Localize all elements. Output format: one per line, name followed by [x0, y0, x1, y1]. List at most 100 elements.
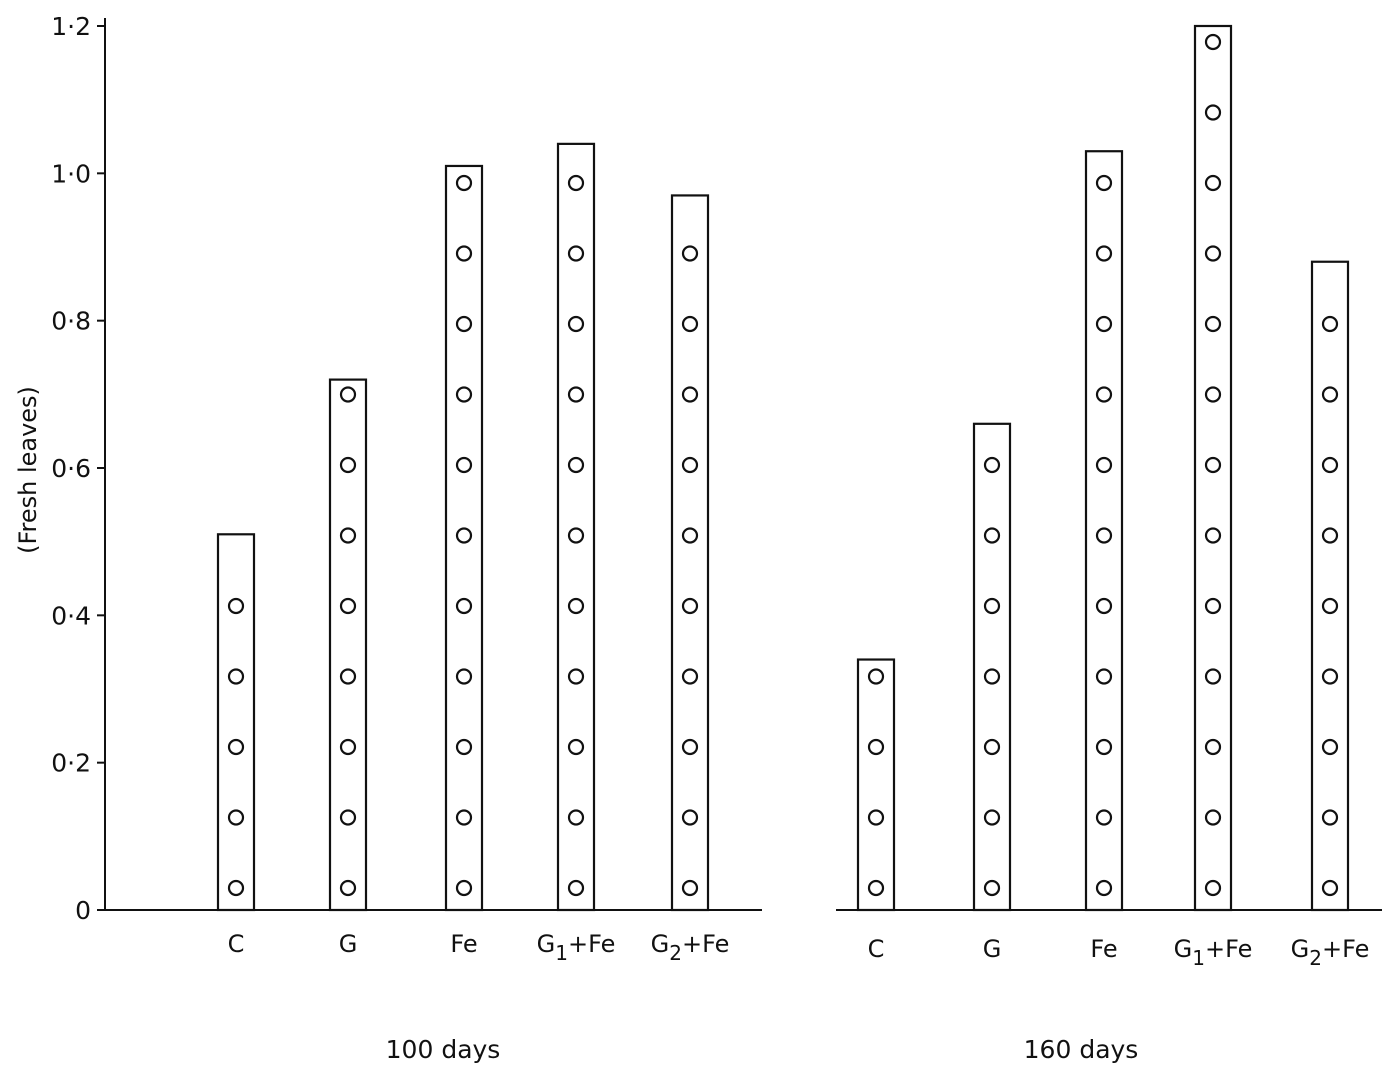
bar-pattern-circle: [1095, 738, 1113, 756]
bar-pattern-circle: [681, 738, 699, 756]
x-category-label: G1+Fe: [537, 930, 616, 965]
bar-pattern-circle: [339, 597, 357, 615]
bar-pattern-circle: [681, 527, 699, 544]
bar-pattern-circle: [1204, 33, 1222, 51]
y-tick-label: 0·2: [51, 749, 91, 778]
bar: [216, 533, 256, 912]
bar-pattern-circle: [1095, 597, 1113, 615]
bar-pattern-circle: [567, 315, 585, 333]
bar-pattern-circle: [1204, 386, 1222, 403]
bar-pattern-circle: [1321, 879, 1339, 897]
bar-pattern-circle: [867, 738, 885, 756]
bar-pattern-circle: [567, 386, 585, 403]
bar-rect: [670, 194, 710, 912]
bar-pattern-circle: [681, 809, 699, 826]
bar-pattern-circle: [1095, 386, 1113, 403]
bar-pattern-circle: [983, 668, 1001, 685]
bar-pattern-circle: [227, 809, 245, 826]
bar-pattern-circle: [339, 456, 357, 474]
bar: [1310, 260, 1350, 912]
bar-pattern-circle: [983, 879, 1001, 897]
x-category-label: G: [339, 930, 358, 958]
bar-pattern-circle: [1204, 527, 1222, 544]
bar-pattern-circle: [455, 668, 473, 685]
bar-pattern-circle: [567, 245, 585, 262]
bar-pattern-circle: [1321, 809, 1339, 826]
x-category-label: C: [228, 930, 245, 958]
bar-pattern-circle: [1204, 597, 1222, 615]
bar-pattern-circle: [227, 597, 245, 615]
bar-pattern-circle: [1095, 527, 1113, 544]
bar-pattern-circle: [567, 456, 585, 474]
bar-rect: [1193, 24, 1233, 912]
bar-pattern-circle: [1095, 809, 1113, 826]
y-axis-label: (Fresh leaves): [14, 386, 42, 554]
bar-pattern-circle: [681, 456, 699, 474]
bar-pattern-circle: [1204, 315, 1222, 333]
bar: [1193, 24, 1233, 912]
bars: [216, 24, 1350, 912]
labels: (Fresh leaves) C G Fe G1+Fe G2+Fe 100 days C G Fe…: [14, 386, 1369, 1064]
x-category-label: G1+Fe: [1174, 935, 1253, 970]
bar-pattern-circle: [567, 809, 585, 826]
bar-pattern-circle: [1321, 668, 1339, 685]
bar-pattern-circle: [983, 456, 1001, 474]
bar: [1084, 150, 1124, 912]
bar-pattern-circle: [1204, 104, 1222, 121]
bar-pattern-circle: [339, 527, 357, 544]
bar-pattern-circle: [1204, 738, 1222, 756]
x-category-label: G2+Fe: [651, 930, 730, 965]
bar-rect: [444, 164, 484, 912]
bar-rect: [1084, 150, 1124, 912]
bar-pattern-circle: [455, 597, 473, 615]
bar: [972, 422, 1012, 912]
y-tick-label: 1·0: [51, 159, 91, 188]
bar-pattern-circle: [681, 879, 699, 897]
y-tick-label: 1·2: [51, 12, 91, 41]
bar-pattern-circle: [1321, 386, 1339, 403]
bar: [444, 164, 484, 912]
bar-pattern-circle: [1204, 809, 1222, 826]
bar-pattern-circle: [455, 738, 473, 756]
x-category-label: C: [868, 935, 885, 963]
bar: [328, 378, 368, 912]
bar-pattern-circle: [983, 527, 1001, 544]
bar-pattern-circle: [455, 386, 473, 403]
bar-pattern-circle: [455, 456, 473, 474]
bar-pattern-circle: [567, 738, 585, 756]
x-category-label: G: [983, 935, 1002, 963]
bar-pattern-circle: [1095, 315, 1113, 333]
bar-pattern-circle: [1321, 597, 1339, 615]
bar-pattern-circle: [1095, 174, 1113, 192]
bar-pattern-circle: [867, 809, 885, 826]
y-tick-label: 0: [75, 896, 91, 925]
bar-pattern-circle: [339, 738, 357, 756]
bar-pattern-circle: [567, 668, 585, 685]
bar-pattern-circle: [681, 245, 699, 262]
bar-pattern-circle: [1095, 456, 1113, 474]
bar-pattern-circle: [455, 527, 473, 544]
bar-pattern-circle: [567, 527, 585, 544]
bar-pattern-circle: [1095, 879, 1113, 897]
bar-pattern-circle: [227, 668, 245, 685]
y-tick-label: 0·6: [51, 454, 91, 483]
bar-rect: [1310, 260, 1350, 912]
x-category-label: G2+Fe: [1291, 935, 1370, 970]
x-category-label: Fe: [1090, 935, 1117, 963]
bar-pattern-circle: [1204, 245, 1222, 262]
bar-pattern-circle: [1095, 668, 1113, 685]
bar-pattern-circle: [567, 879, 585, 897]
bar-rect: [856, 658, 896, 912]
bar: [556, 142, 596, 912]
bar-pattern-circle: [1204, 456, 1222, 474]
bar-pattern-circle: [867, 879, 885, 897]
bar-pattern-circle: [681, 315, 699, 333]
y-tick-label: 0·8: [51, 307, 91, 336]
bar: [670, 194, 710, 912]
bar-pattern-circle: [455, 315, 473, 333]
bar: [856, 658, 896, 912]
bar-pattern-circle: [1321, 738, 1339, 756]
bar-pattern-circle: [681, 386, 699, 403]
panel-label: 160 days: [1024, 1035, 1139, 1064]
